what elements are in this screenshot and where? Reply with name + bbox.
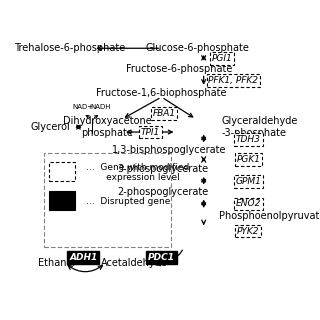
Text: Ethanol: Ethanol [37, 258, 75, 268]
Text: GPM1: GPM1 [236, 177, 261, 186]
Text: Glucose-6-phosphate: Glucose-6-phosphate [146, 43, 249, 53]
Text: Glyceraldehyde
-3-phosphate: Glyceraldehyde -3-phosphate [221, 116, 297, 138]
Text: ...  Disrupted gene: ... Disrupted gene [86, 196, 170, 205]
Text: ENO2: ENO2 [236, 199, 261, 209]
Text: PFK1, PFK2: PFK1, PFK2 [208, 76, 259, 85]
Text: NADH: NADH [91, 104, 111, 110]
Text: 1,3-bisphospoglycerate: 1,3-bisphospoglycerate [111, 145, 226, 155]
Text: NAD+: NAD+ [72, 104, 93, 110]
FancyBboxPatch shape [44, 153, 172, 247]
Text: Trehalose-6-phosphate: Trehalose-6-phosphate [14, 43, 125, 53]
Text: ...  Gene with modified
       expression level: ... Gene with modified expression level [86, 163, 189, 182]
FancyBboxPatch shape [49, 191, 75, 210]
Text: PGI1: PGI1 [212, 54, 233, 63]
Text: Glycerol: Glycerol [30, 122, 70, 132]
Text: PGK1: PGK1 [236, 155, 260, 164]
Text: Dihydroxyacetone
phosphate: Dihydroxyacetone phosphate [63, 116, 151, 138]
Text: Acetaldehyde: Acetaldehyde [101, 258, 168, 268]
Text: Fructose-1,6-biophosphate: Fructose-1,6-biophosphate [96, 88, 227, 98]
Text: FBA1: FBA1 [152, 109, 176, 118]
Text: ADH1: ADH1 [69, 253, 98, 262]
Text: TDH3: TDH3 [236, 135, 261, 144]
FancyBboxPatch shape [49, 162, 75, 181]
Text: 2-phospoglycerate: 2-phospoglycerate [117, 188, 209, 197]
Text: PYK2: PYK2 [237, 227, 260, 236]
Text: 3-phospoglycerate: 3-phospoglycerate [117, 164, 209, 174]
Text: Fructose-6-phosphate: Fructose-6-phosphate [126, 64, 232, 74]
Text: Phosphoenolpyruvate: Phosphoenolpyruvate [219, 211, 320, 221]
Text: PDC1: PDC1 [148, 253, 175, 262]
Text: TPI1: TPI1 [141, 128, 160, 137]
